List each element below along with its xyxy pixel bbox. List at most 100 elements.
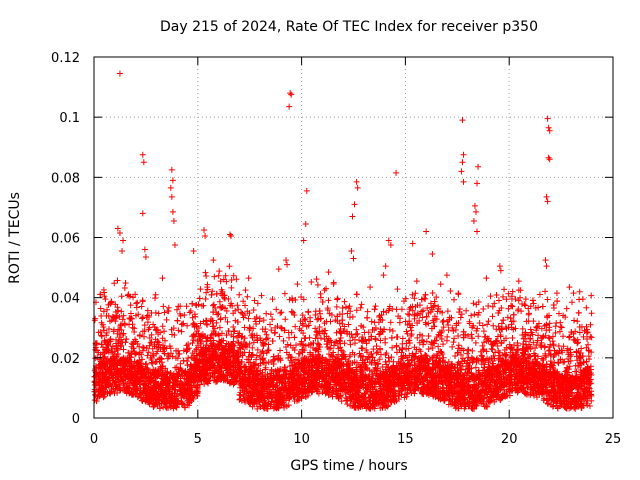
- data-point-bulk: [431, 313, 438, 320]
- data-point-bulk: [483, 348, 490, 355]
- data-point-bulk: [211, 273, 218, 280]
- data-point-bulk: [231, 328, 238, 335]
- data-point-bulk: [278, 324, 285, 331]
- data-point-bulk: [250, 339, 257, 346]
- data-point-bulk: [552, 329, 559, 336]
- data-point-bulk: [255, 362, 262, 369]
- data-point-bulk: [349, 313, 356, 320]
- data-point-bulk: [98, 319, 105, 326]
- data-point-bulk: [281, 327, 288, 334]
- data-point-bulk: [468, 331, 475, 338]
- data-point-bulk: [179, 400, 186, 407]
- data-point-bulk: [122, 370, 129, 377]
- data-point-bulk: [347, 366, 354, 373]
- data-point-bulk: [312, 335, 319, 342]
- data-point-bulk: [585, 353, 592, 360]
- data-point-bulk: [353, 307, 360, 314]
- data-point-bulk: [438, 349, 445, 356]
- data-point-bulk: [132, 351, 139, 358]
- data-point-bulk: [241, 324, 248, 331]
- data-point-bulk: [222, 343, 229, 350]
- data-point-bulk: [197, 320, 204, 327]
- data-point-bulk: [524, 364, 531, 371]
- data-point-bulk: [254, 300, 261, 307]
- data-point-bulk: [510, 326, 517, 333]
- data-point-bulk: [143, 366, 150, 373]
- data-point-bulk: [250, 360, 257, 367]
- data-point-bulk: [440, 317, 447, 324]
- data-point-bulk: [340, 351, 347, 358]
- data-point-bulk: [464, 350, 471, 357]
- data-point-bulk: [314, 281, 321, 288]
- data-point-bulk: [283, 403, 290, 410]
- data-point-bulk: [97, 305, 104, 312]
- data-point-bulk: [174, 317, 181, 324]
- data-point-bulk: [316, 324, 323, 331]
- data-point-bulk: [253, 352, 260, 359]
- data-point-bulk: [536, 291, 543, 298]
- data-point-bulk: [177, 303, 184, 310]
- data-point-bulk: [475, 333, 482, 340]
- data-point-bulk: [149, 360, 156, 367]
- data-point-bulk: [144, 319, 151, 326]
- data-point-bulk: [235, 340, 242, 347]
- data-point-bulk: [404, 311, 411, 318]
- data-point-bulk: [546, 320, 553, 327]
- data-point-bulk: [210, 340, 217, 347]
- data-point-bulk: [504, 314, 511, 321]
- data-point-bulk: [214, 311, 221, 318]
- data-point-bulk: [379, 363, 386, 370]
- data-point-bulk: [423, 338, 430, 345]
- data-point-bulk: [515, 297, 522, 304]
- data-point-bulk: [312, 325, 319, 332]
- data-point-bulk: [338, 347, 345, 354]
- data-point-bulk: [458, 366, 465, 373]
- data-point-bulk: [197, 286, 204, 293]
- data-point-bulk: [584, 329, 591, 336]
- data-point-bulk: [514, 347, 521, 354]
- data-point-bulk: [480, 305, 487, 312]
- data-point-bulk: [357, 304, 364, 311]
- data-point-bulk: [557, 356, 564, 363]
- data-point-bulk: [346, 303, 353, 310]
- data-point-bulk: [491, 355, 498, 362]
- data-point-bulk: [530, 339, 537, 346]
- data-point-bulk: [185, 402, 192, 409]
- data-point-bulk: [353, 291, 360, 298]
- data-point-bulk: [429, 290, 436, 297]
- data-point-bulk: [246, 324, 253, 331]
- data-point-bulk: [203, 289, 210, 296]
- data-point-bulk: [244, 293, 251, 300]
- data-point-bulk: [588, 349, 595, 356]
- data-point-bulk: [449, 343, 456, 350]
- data-point-bulk: [260, 350, 267, 357]
- data-point-bulk: [201, 381, 208, 387]
- data-point-bulk: [546, 335, 553, 342]
- data-point-bulk: [387, 319, 394, 326]
- data-point-bulk: [560, 359, 567, 366]
- data-point-bulk: [480, 328, 487, 335]
- data-point-bulk: [240, 339, 247, 346]
- data-point-bulk: [121, 285, 128, 292]
- data-point-bulk: [224, 318, 231, 325]
- data-point-bulk: [498, 340, 505, 347]
- data-point-bulk: [121, 320, 128, 327]
- data-point-bulk: [267, 321, 274, 328]
- data-point-bulk: [187, 307, 194, 314]
- data-point-bulk: [150, 321, 157, 328]
- data-point-bulk: [564, 347, 571, 354]
- data-point-bulk: [344, 401, 351, 408]
- data-point-bulk: [544, 296, 551, 303]
- data-point-bulk: [501, 346, 508, 353]
- data-point-bulk: [566, 333, 573, 340]
- data-point-bulk: [336, 337, 343, 344]
- data-point-bulk: [114, 389, 121, 396]
- data-point-bulk: [280, 391, 287, 398]
- data-point-bulk: [176, 310, 183, 317]
- data-point-bulk: [587, 321, 594, 328]
- data-point-bulk: [345, 321, 352, 328]
- data-point-bulk: [293, 342, 300, 349]
- data-point-bulk: [480, 364, 487, 371]
- data-point-bulk: [119, 316, 126, 323]
- data-point-bulk: [181, 312, 188, 319]
